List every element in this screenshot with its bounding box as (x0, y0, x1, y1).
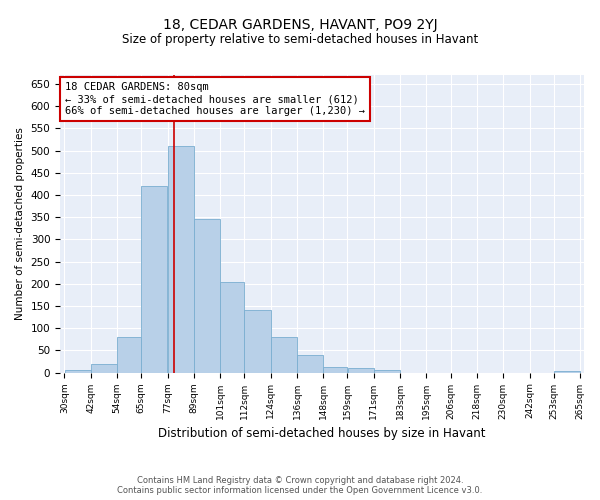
Bar (65, 370, 91, 372)
Y-axis label: Number of semi-detached properties: Number of semi-detached properties (15, 128, 25, 320)
Bar (271, 337, 297, 372)
Text: 18, CEDAR GARDENS, HAVANT, PO9 2YJ: 18, CEDAR GARDENS, HAVANT, PO9 2YJ (163, 18, 437, 32)
Bar (91, 364, 117, 372)
Bar (117, 337, 141, 372)
Text: Size of property relative to semi-detached houses in Havant: Size of property relative to semi-detach… (122, 32, 478, 46)
Bar (220, 282, 244, 372)
X-axis label: Distribution of semi-detached houses by size in Havant: Distribution of semi-detached houses by … (158, 427, 486, 440)
Bar (374, 370, 400, 372)
Bar (142, 186, 167, 372)
Bar (167, 146, 194, 372)
Bar (194, 220, 220, 372)
Text: Contains HM Land Registry data © Crown copyright and database right 2024.
Contai: Contains HM Land Registry data © Crown c… (118, 476, 482, 495)
Bar (323, 367, 347, 372)
Bar (554, 371, 580, 372)
Text: 18 CEDAR GARDENS: 80sqm
← 33% of semi-detached houses are smaller (612)
66% of s: 18 CEDAR GARDENS: 80sqm ← 33% of semi-de… (65, 82, 365, 116)
Bar (297, 355, 323, 372)
Bar (244, 310, 271, 372)
Bar (347, 368, 374, 372)
